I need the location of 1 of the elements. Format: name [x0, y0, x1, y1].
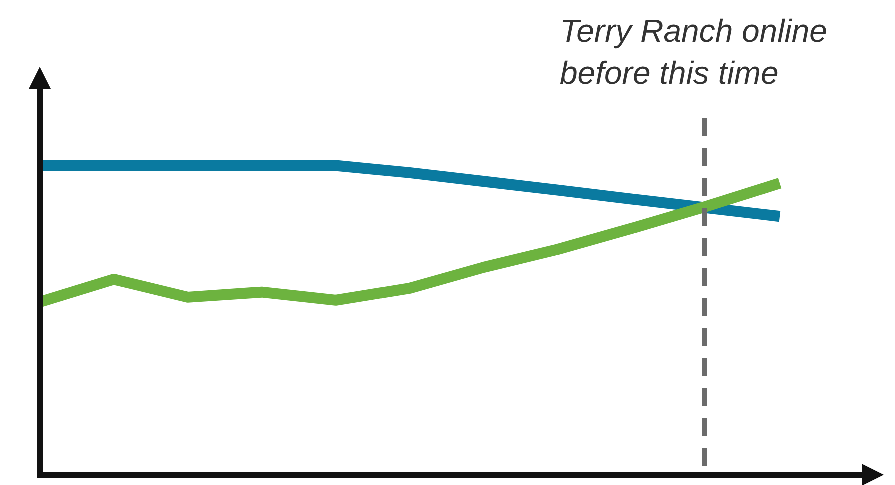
- text: Terry Ranch online before this time: [560, 12, 828, 93]
